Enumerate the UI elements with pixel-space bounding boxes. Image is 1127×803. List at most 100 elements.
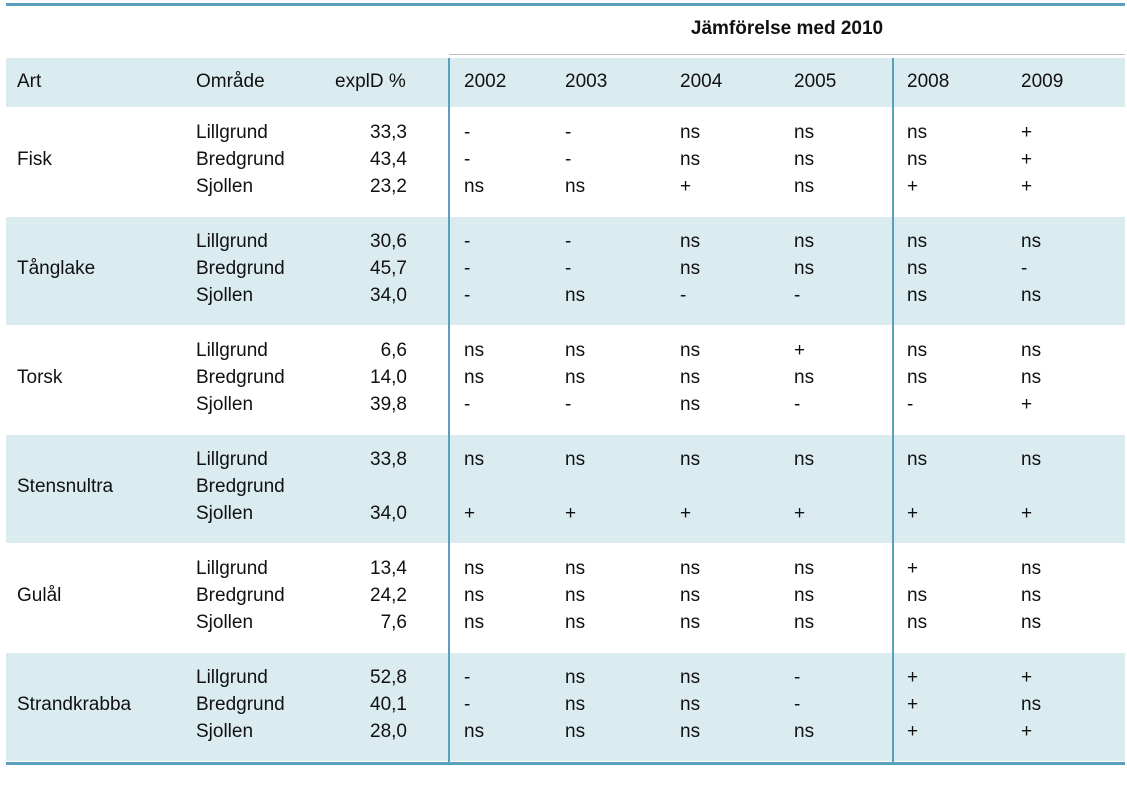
significance-cell: ns — [1021, 285, 1042, 306]
significance-cell: - — [464, 149, 471, 170]
header-omrade: Område — [196, 71, 265, 92]
significance-cell: - — [565, 231, 572, 252]
area-name: Bredgrund — [196, 149, 285, 170]
significance-cell: ns — [907, 285, 928, 306]
significance-cell: ns — [907, 367, 928, 388]
area-name: Sjollen — [196, 721, 254, 742]
significance-cell: ns — [680, 667, 701, 688]
significance-cell: ns — [464, 721, 485, 742]
column-divider-left — [448, 58, 450, 762]
expl-value: 23,2 — [370, 176, 407, 197]
column-divider-right — [892, 58, 894, 762]
significance-cell: ns — [680, 340, 701, 361]
area-name: Bredgrund — [196, 258, 285, 279]
significance-cell: ns — [565, 285, 586, 306]
significance-cell: ns — [907, 231, 928, 252]
header-year: 2004 — [680, 71, 723, 92]
significance-cell: + — [1021, 721, 1033, 742]
area-name: Sjollen — [196, 285, 254, 306]
significance-cell: ns — [1021, 694, 1042, 715]
row-band-strandkrabba — [6, 653, 1125, 761]
significance-cell: ns — [907, 585, 928, 606]
area-name: Sjollen — [196, 176, 254, 197]
significance-cell: ns — [680, 721, 701, 742]
header-explid: explD % — [335, 71, 406, 92]
area-name: Sjollen — [196, 394, 254, 415]
area-name: Bredgrund — [196, 585, 285, 606]
significance-cell: - — [794, 694, 801, 715]
significance-cell: - — [464, 258, 471, 279]
significance-cell: ns — [464, 612, 485, 633]
species-name: Strandkrabba — [17, 694, 132, 715]
significance-cell: ns — [680, 394, 701, 415]
significance-cell: ns — [1021, 612, 1042, 633]
significance-cell: + — [1021, 667, 1033, 688]
header-year: 2003 — [565, 71, 608, 92]
significance-cell: ns — [680, 367, 701, 388]
significance-cell: + — [794, 503, 806, 524]
significance-cell: ns — [1021, 449, 1042, 470]
area-name: Bredgrund — [196, 367, 285, 388]
significance-cell: - — [464, 122, 471, 143]
significance-cell: + — [1021, 394, 1033, 415]
significance-cell: ns — [907, 258, 928, 279]
species-name: Fisk — [17, 149, 52, 170]
expl-value: 28,0 — [370, 721, 407, 742]
significance-cell: - — [907, 394, 914, 415]
expl-value: 43,4 — [370, 149, 407, 170]
significance-cell: + — [565, 503, 577, 524]
significance-cell: ns — [794, 176, 815, 197]
significance-cell: + — [907, 176, 919, 197]
significance-cell: ns — [907, 340, 928, 361]
significance-cell: ns — [680, 258, 701, 279]
significance-cell: + — [907, 503, 919, 524]
significance-cell: + — [1021, 122, 1033, 143]
significance-cell: ns — [565, 558, 586, 579]
significance-cell: ns — [464, 340, 485, 361]
expl-value: 30,6 — [370, 231, 407, 252]
species-name: Gulål — [17, 585, 62, 606]
significance-cell: ns — [680, 585, 701, 606]
significance-cell: ns — [1021, 585, 1042, 606]
significance-cell: ns — [565, 585, 586, 606]
significance-cell: ns — [464, 176, 485, 197]
significance-cell: + — [907, 667, 919, 688]
significance-cell: ns — [680, 149, 701, 170]
species-name: Torsk — [17, 367, 63, 388]
significance-cell: - — [794, 285, 801, 306]
significance-cell: ns — [794, 231, 815, 252]
significance-cell: + — [907, 694, 919, 715]
significance-cell: - — [464, 394, 471, 415]
significance-cell: + — [907, 558, 919, 579]
significance-cell: + — [1021, 503, 1033, 524]
significance-cell: ns — [907, 149, 928, 170]
significance-cell: - — [565, 258, 572, 279]
significance-cell: ns — [1021, 558, 1042, 579]
significance-cell: ns — [794, 721, 815, 742]
area-name: Lillgrund — [196, 231, 268, 252]
significance-cell: ns — [464, 585, 485, 606]
significance-cell: ns — [565, 176, 586, 197]
expl-value: 33,8 — [370, 449, 407, 470]
significance-cell: ns — [565, 340, 586, 361]
area-name: Lillgrund — [196, 449, 268, 470]
expl-value: 40,1 — [370, 694, 407, 715]
header-art: Art — [17, 71, 42, 92]
significance-cell: ns — [1021, 340, 1042, 361]
significance-cell: ns — [907, 449, 928, 470]
significance-cell: ns — [794, 122, 815, 143]
significance-cell: ns — [680, 449, 701, 470]
area-name: Lillgrund — [196, 122, 268, 143]
area-name: Lillgrund — [196, 667, 268, 688]
table-top-rule — [6, 3, 1125, 6]
significance-cell: - — [794, 394, 801, 415]
header-year: 2005 — [794, 71, 837, 92]
significance-cell: ns — [680, 612, 701, 633]
significance-cell: - — [464, 285, 471, 306]
expl-value: 14,0 — [370, 367, 407, 388]
significance-cell: ns — [464, 449, 485, 470]
significance-cell: - — [565, 394, 572, 415]
header-year: 2009 — [1021, 71, 1064, 92]
significance-cell: + — [680, 176, 692, 197]
expl-value: 7,6 — [380, 612, 407, 633]
